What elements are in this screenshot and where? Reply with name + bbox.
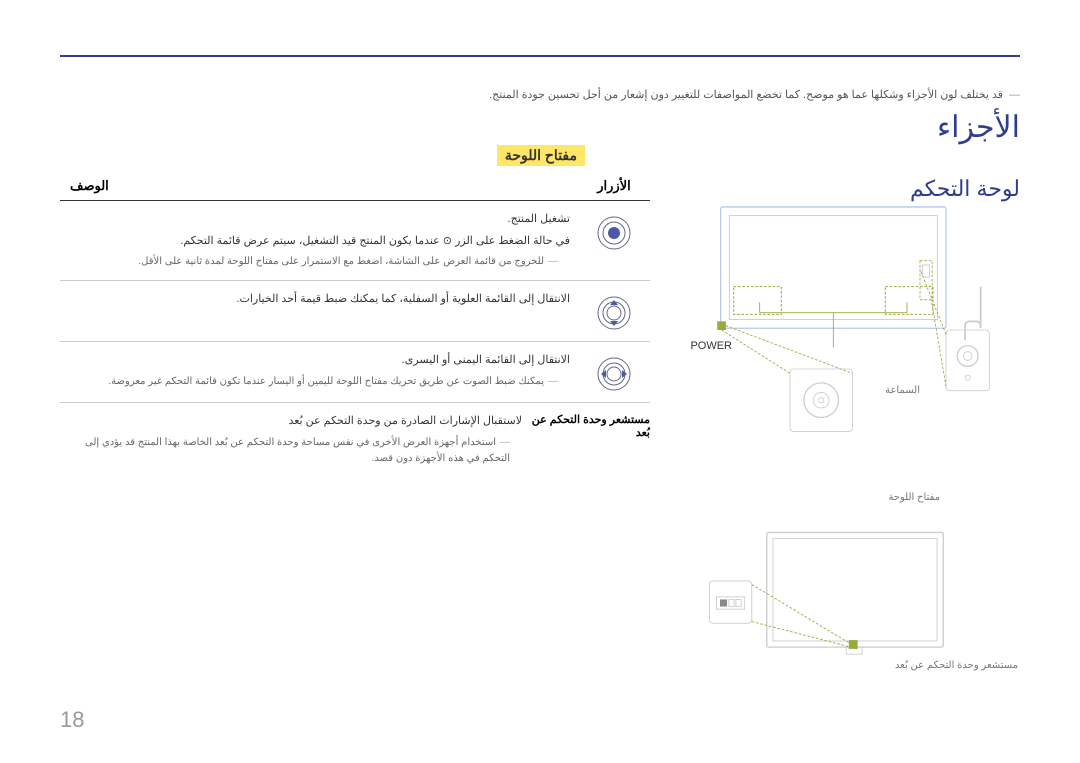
remote-desc-main: لاستقبال الإشارات الصادرة من وحدة التحكم… <box>60 413 522 431</box>
device-diagram-top <box>690 200 1020 460</box>
header-desc: الوصف <box>60 178 578 194</box>
button-center-icon <box>578 211 650 251</box>
top-note: قد يختلف لون الأجزاء وشكلها عما هو موضح.… <box>60 88 1020 101</box>
panel-key-diagram-label: مفتاح اللوحة <box>888 492 940 503</box>
row2-main: الانتقال إلى القائمة العلوية أو السفلية،… <box>60 291 570 309</box>
remote-sensor-row: مستشعر وحدة التحكم عن بُعد لاستقبال الإش… <box>60 403 650 477</box>
speaker-label: السماعة <box>885 385 920 396</box>
control-panel-title: لوحة التحكم <box>910 176 1020 202</box>
buttons-table: الأزرار الوصف تشغيل المنتج. في حالة الضغ… <box>60 178 650 477</box>
top-rule <box>60 55 1020 57</box>
page-number: 18 <box>60 707 84 733</box>
main-title: الأجزاء <box>937 110 1020 145</box>
row1-desc: تشغيل المنتج. في حالة الضغط على الزر ⊙ ع… <box>60 211 578 270</box>
remote-sensor-row-label: مستشعر وحدة التحكم عن بُعد <box>530 413 650 439</box>
panel-key-subtitle: مفتاح اللوحة <box>497 145 585 166</box>
row2-desc: الانتقال إلى القائمة العلوية أو السفلية،… <box>60 291 578 309</box>
button-updown-icon <box>578 291 650 331</box>
remote-desc-sub: استخدام أجهزة العرض الأخرى في نفس مساحة … <box>60 435 522 467</box>
device-diagram-bottom <box>690 528 1020 678</box>
remote-sensor-diagram-label: مستشعر وحدة التحكم عن بُعد <box>895 660 1018 671</box>
row3-main: الانتقال إلى القائمة اليمنى أو اليسرى. <box>60 352 570 370</box>
table-row: الانتقال إلى القائمة العلوية أو السفلية،… <box>60 281 650 342</box>
header-buttons: الأزرار <box>578 178 650 194</box>
row3-desc: الانتقال إلى القائمة اليمنى أو اليسرى. ي… <box>60 352 578 390</box>
row1-main: تشغيل المنتج. <box>60 211 570 229</box>
button-leftright-icon <box>578 352 650 392</box>
table-row: تشغيل المنتج. في حالة الضغط على الزر ⊙ ع… <box>60 201 650 281</box>
row3-sub: يمكنك ضبط الصوت عن طريق تحريك مفتاح اللو… <box>60 374 570 390</box>
table-row: الانتقال إلى القائمة اليمنى أو اليسرى. ي… <box>60 342 650 403</box>
remote-sensor-row-desc: لاستقبال الإشارات الصادرة من وحدة التحكم… <box>60 413 530 467</box>
row1-sub2: للخروج من قائمة العرض على الشاشة، اضغط م… <box>60 254 570 270</box>
table-header: الأزرار الوصف <box>60 178 650 201</box>
power-label: POWER <box>690 340 732 352</box>
row1-sub1: في حالة الضغط على الزر ⊙ عندما يكون المن… <box>60 233 570 251</box>
